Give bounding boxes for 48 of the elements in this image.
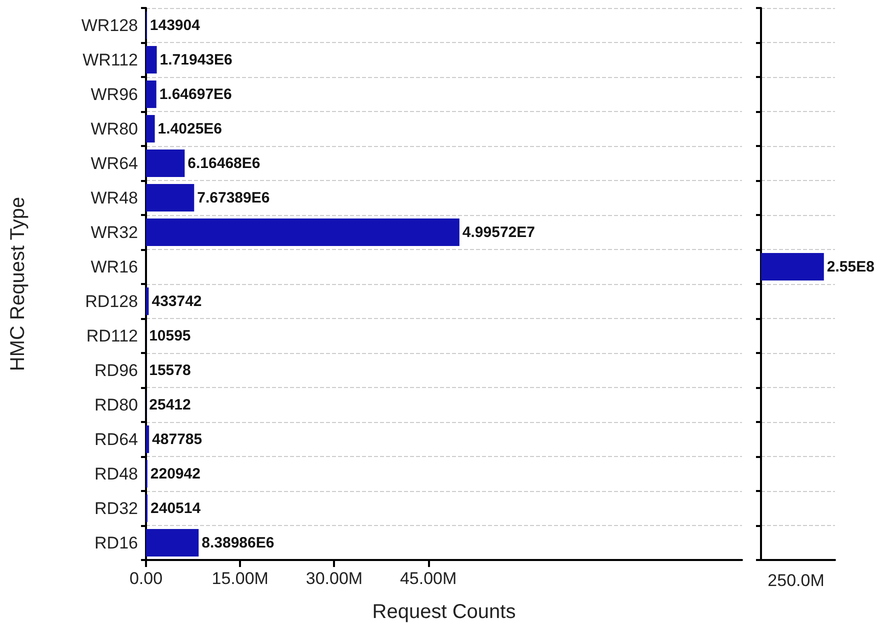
y-tick-label: RD32	[94, 498, 138, 518]
y-tick-label: RD96	[94, 360, 138, 380]
y-tick-label: WR16	[90, 257, 138, 276]
y-tick-label: WR32	[90, 222, 138, 242]
y-tick-label: WR112	[82, 50, 138, 70]
data-label: 25412	[149, 396, 191, 414]
data-label: 143904	[150, 16, 201, 34]
x-axis-title: Request Counts	[372, 601, 516, 623]
bar	[146, 149, 185, 178]
x-tick-label: 15.00M	[212, 569, 268, 588]
y-tick-label: WR64	[90, 154, 138, 173]
bar	[146, 46, 157, 74]
x-tick-label: 45.00M	[400, 569, 457, 588]
bar	[146, 528, 199, 557]
data-label: 4.99572E7	[462, 224, 535, 241]
y-tick-label: WR80	[90, 119, 138, 138]
y-tick-label: WR96	[90, 84, 138, 104]
data-label: 240514	[150, 500, 202, 517]
y-tick-label: WR128	[81, 16, 138, 35]
text: 250.0M	[768, 571, 824, 590]
data-label: 433742	[152, 292, 202, 310]
data-label: 220942	[150, 465, 200, 482]
bar	[146, 218, 460, 246]
data-label: 10595	[149, 327, 191, 344]
data-label: 6.16468E6	[188, 154, 260, 172]
y-tick-label: WR48	[90, 188, 138, 208]
x-tick-label: 0.00	[129, 569, 163, 588]
x-tick-label: 30.00M	[306, 569, 363, 588]
y-tick-label: RD112	[86, 326, 138, 346]
data-label: 8.38986E6	[202, 534, 274, 552]
bar	[146, 287, 149, 316]
data-label: 1.64697E6	[159, 86, 232, 103]
data-label: 15578	[149, 362, 191, 379]
data-label: 1.4025E6	[158, 120, 222, 138]
y-tick-label: RD64	[94, 430, 138, 449]
bar	[146, 184, 194, 212]
data-label: 1.71943E6	[160, 51, 232, 68]
data-label: 487785	[152, 430, 202, 448]
y-tick-label: RD48	[94, 464, 138, 484]
bar	[146, 425, 150, 454]
data-label: 2.55E8	[826, 258, 874, 276]
y-axis-title: HMC Request Type	[7, 196, 29, 372]
data-label: 7.67389E6	[197, 189, 270, 206]
bar	[146, 80, 156, 108]
y-tick-label: RD16	[94, 533, 138, 552]
y-tick-label: RD80	[94, 395, 138, 414]
bar	[146, 114, 155, 143]
y-tick-label: RD128	[85, 292, 138, 311]
